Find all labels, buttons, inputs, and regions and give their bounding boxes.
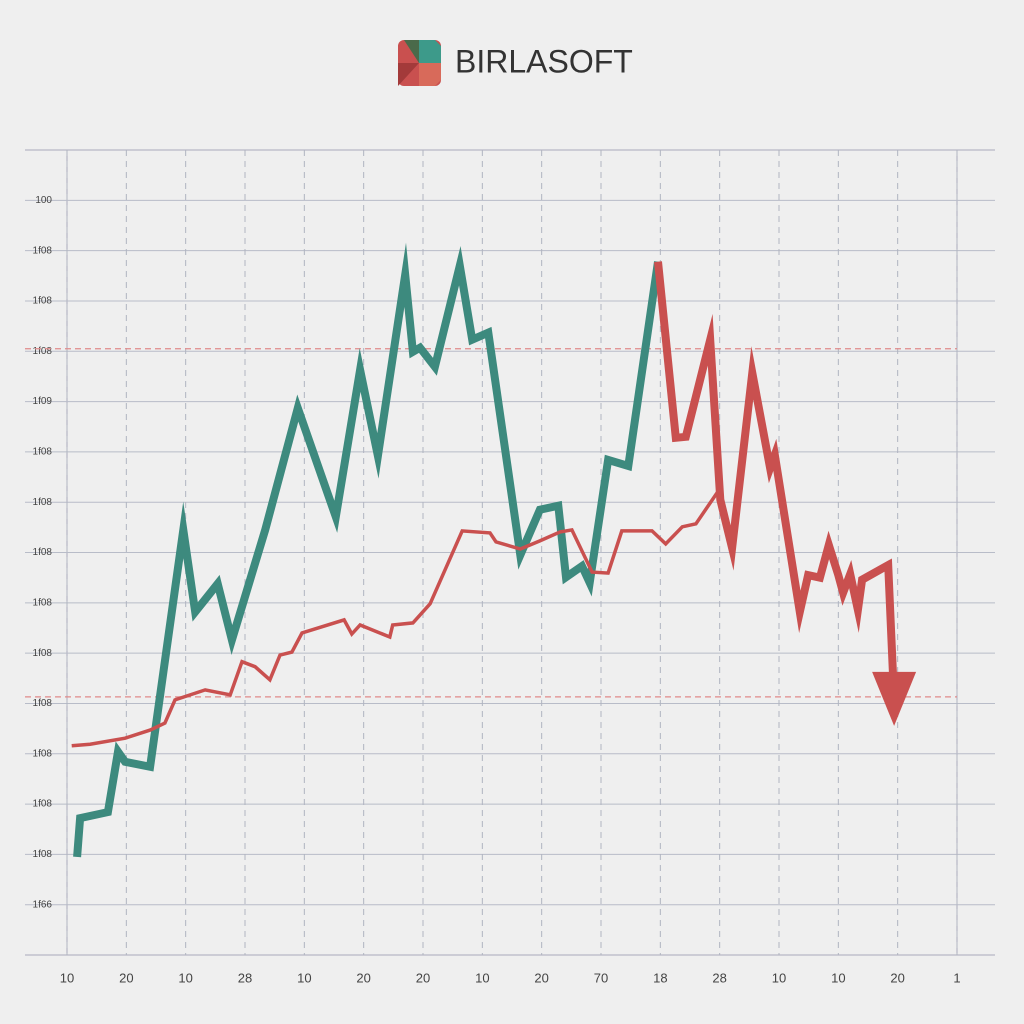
x-tick-label: 10	[772, 970, 786, 985]
y-tick-label: 1f08	[33, 547, 53, 558]
x-tick-label: 10	[297, 970, 311, 985]
y-tick-label: 1f08	[33, 497, 53, 508]
x-tick-label: 10	[60, 970, 74, 985]
y-tick-label: 1f08	[33, 648, 53, 659]
x-tick-label: 28	[712, 970, 726, 985]
chart-title: BIRLASOFT	[455, 43, 633, 79]
y-tick-label: 1f09	[33, 396, 53, 407]
series-line	[71, 487, 722, 748]
x-tick-label: 1	[953, 970, 960, 985]
x-tick-label: 18	[653, 970, 667, 985]
y-tick-label: 1f08	[33, 447, 53, 458]
x-tick-label: 10	[475, 970, 489, 985]
trend-arrow	[872, 671, 917, 726]
series-line	[654, 261, 899, 701]
x-tick-label: 10	[831, 970, 845, 985]
y-tick-label: 1f08	[33, 245, 53, 256]
y-tick-label: 1f08	[33, 748, 53, 759]
x-tick-label: 20	[119, 970, 133, 985]
y-tick-label: 100	[35, 195, 52, 206]
y-tick-label: 1f08	[33, 346, 53, 357]
x-tick-label: 28	[238, 970, 252, 985]
logo-icon	[398, 40, 441, 86]
x-tick-label: 20	[890, 970, 904, 985]
x-tick-label: 20	[356, 970, 370, 985]
y-tick-label: 1f08	[33, 597, 53, 608]
y-tick-label: 1f08	[33, 799, 53, 810]
x-tick-label: 20	[416, 970, 430, 985]
x-tick-label: 70	[594, 970, 608, 985]
y-tick-label: 1f08	[33, 296, 53, 307]
y-tick-label: 1f08	[33, 849, 53, 860]
series-line	[73, 242, 662, 858]
y-tick-label: 1f66	[33, 899, 53, 910]
x-tick-label: 10	[178, 970, 192, 985]
y-tick-label: 1f08	[33, 698, 53, 709]
x-tick-label: 20	[534, 970, 548, 985]
